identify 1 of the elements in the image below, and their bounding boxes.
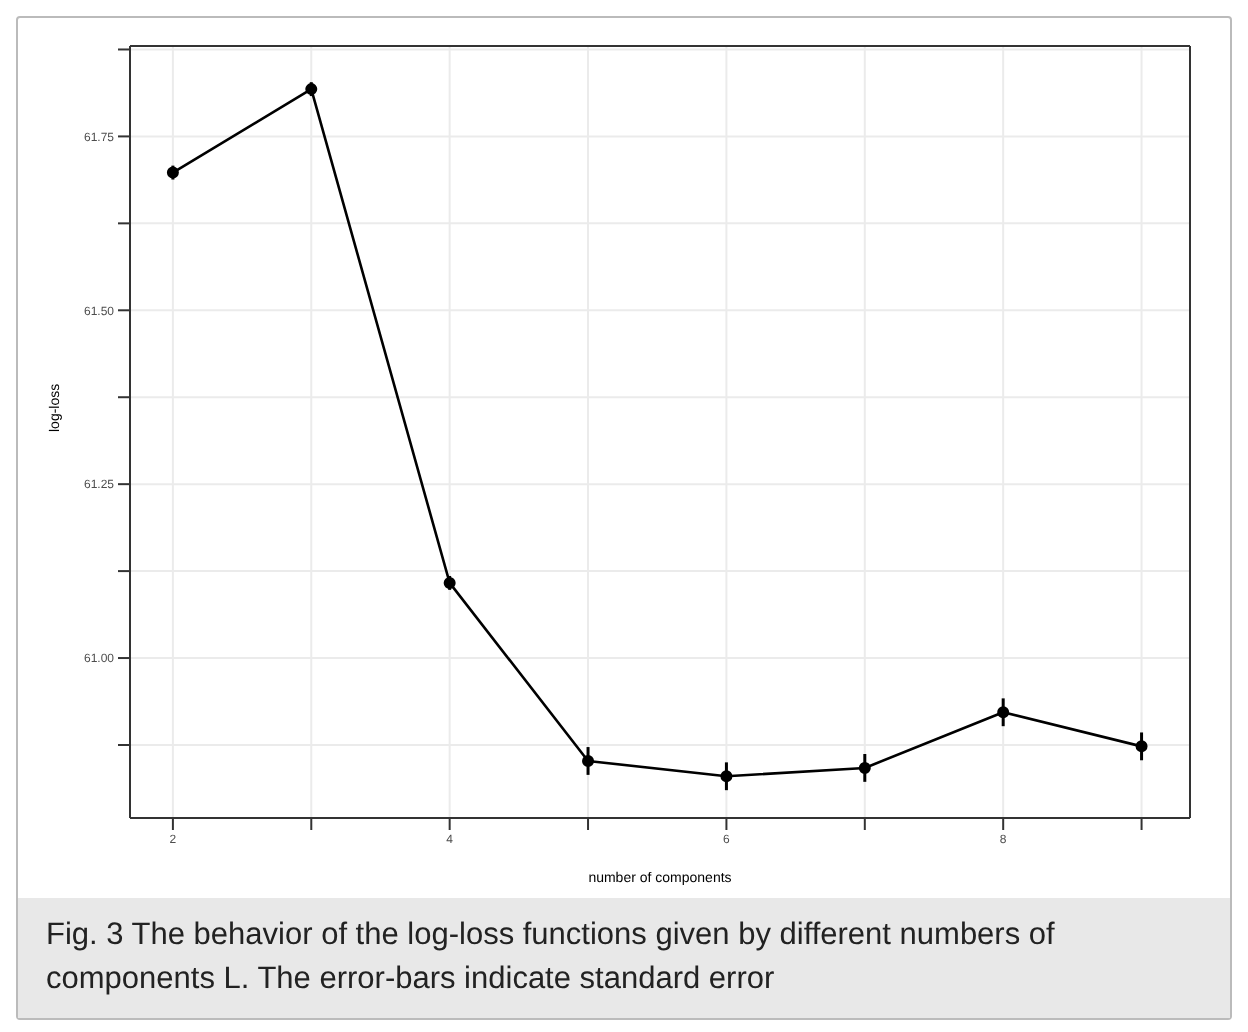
caption: Fig. 3 The behavior of the log-loss functions given by different numbers of components L. The error-bars indicate standard error — [18, 898, 1230, 1018]
